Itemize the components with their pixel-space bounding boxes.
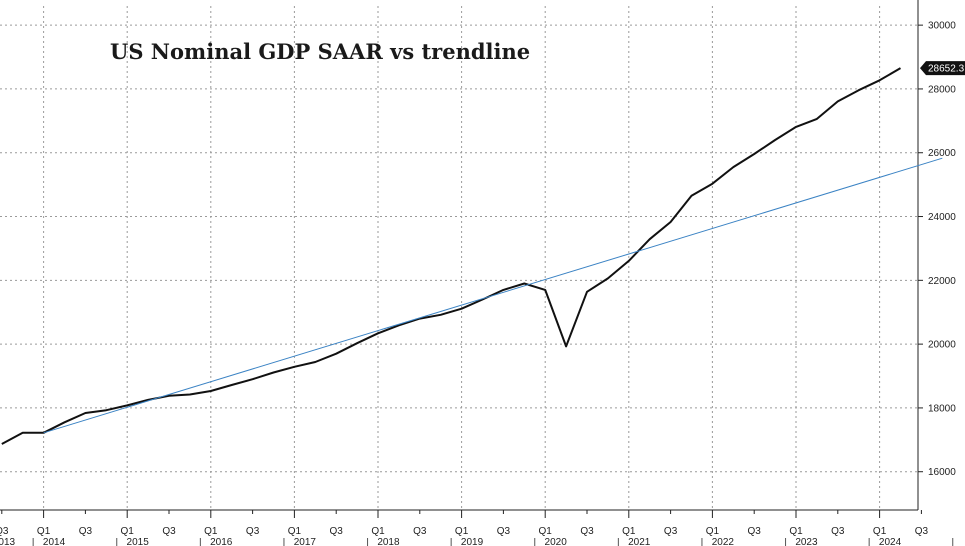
x-tick-label: Q1 <box>288 526 302 537</box>
x-tick-label: Q3 <box>915 526 929 537</box>
x-tick-label: Q3 <box>497 526 511 537</box>
x-tick-label: Q1 <box>371 526 385 537</box>
x-tick-label: Q1 <box>204 526 218 537</box>
x-year-label: 2021 <box>628 537 651 546</box>
y-tick-label: 16000 <box>928 467 956 478</box>
x-tick-label: Q1 <box>121 526 135 537</box>
x-tick-label: Q3 <box>246 526 260 537</box>
x-tick-label: Q3 <box>664 526 678 537</box>
x-year-label: 2019 <box>461 537 484 546</box>
x-tick-label: Q1 <box>539 526 553 537</box>
x-tick-label: Q3 <box>748 526 762 537</box>
x-tick-label: Q1 <box>873 526 887 537</box>
chart-title: US Nominal GDP SAAR vs trendline <box>110 39 530 64</box>
gdp-series-line <box>1 67 902 445</box>
y-tick-label: 18000 <box>928 403 956 414</box>
callout-box <box>920 61 965 76</box>
x-tick-label: Q1 <box>455 526 469 537</box>
x-tick-label: Q3 <box>0 526 9 537</box>
y-tick-label: 24000 <box>928 212 956 223</box>
x-year-label: 2024 <box>879 537 902 546</box>
x-tick-label: Q3 <box>413 526 427 537</box>
x-tick-label: Q1 <box>37 526 51 537</box>
x-year-label: 2016 <box>210 537 233 546</box>
x-year-label: 2017 <box>294 537 317 546</box>
x-year-label: 2020 <box>545 537 568 546</box>
x-year-label: 2015 <box>127 537 150 546</box>
trendline-series-line <box>43 157 943 434</box>
x-tick-label: Q3 <box>162 526 176 537</box>
x-tick-label: Q3 <box>831 526 845 537</box>
y-tick-label: 28000 <box>928 84 956 95</box>
y-tick-label: 26000 <box>928 148 956 159</box>
last-value-callout: 28652.3 <box>920 61 965 76</box>
callout-label: 28652.3 <box>928 64 965 75</box>
x-year-label: 2018 <box>377 537 400 546</box>
grid-lines <box>0 6 918 510</box>
x-tick-label: Q3 <box>330 526 344 537</box>
x-year-label: 2023 <box>795 537 818 546</box>
x-year-label: 2013 <box>0 537 16 546</box>
x-year-label: 2022 <box>712 537 735 546</box>
axis-labels: 16000 18000 20000 22000 24000 26000 28000 30000… <box>0 21 965 546</box>
series-layer <box>1 67 943 445</box>
y-tick-label: 30000 <box>928 21 956 32</box>
x-tick-label: Q1 <box>789 526 803 537</box>
x-tick-label: Q3 <box>79 526 93 537</box>
y-tick-label: 22000 <box>928 276 956 287</box>
x-tick-label: Q1 <box>622 526 636 537</box>
x-tick-label: Q1 <box>706 526 720 537</box>
y-tick-label: 20000 <box>928 340 956 351</box>
x-tick-label: Q3 <box>580 526 594 537</box>
x-year-label: 2014 <box>43 537 66 546</box>
